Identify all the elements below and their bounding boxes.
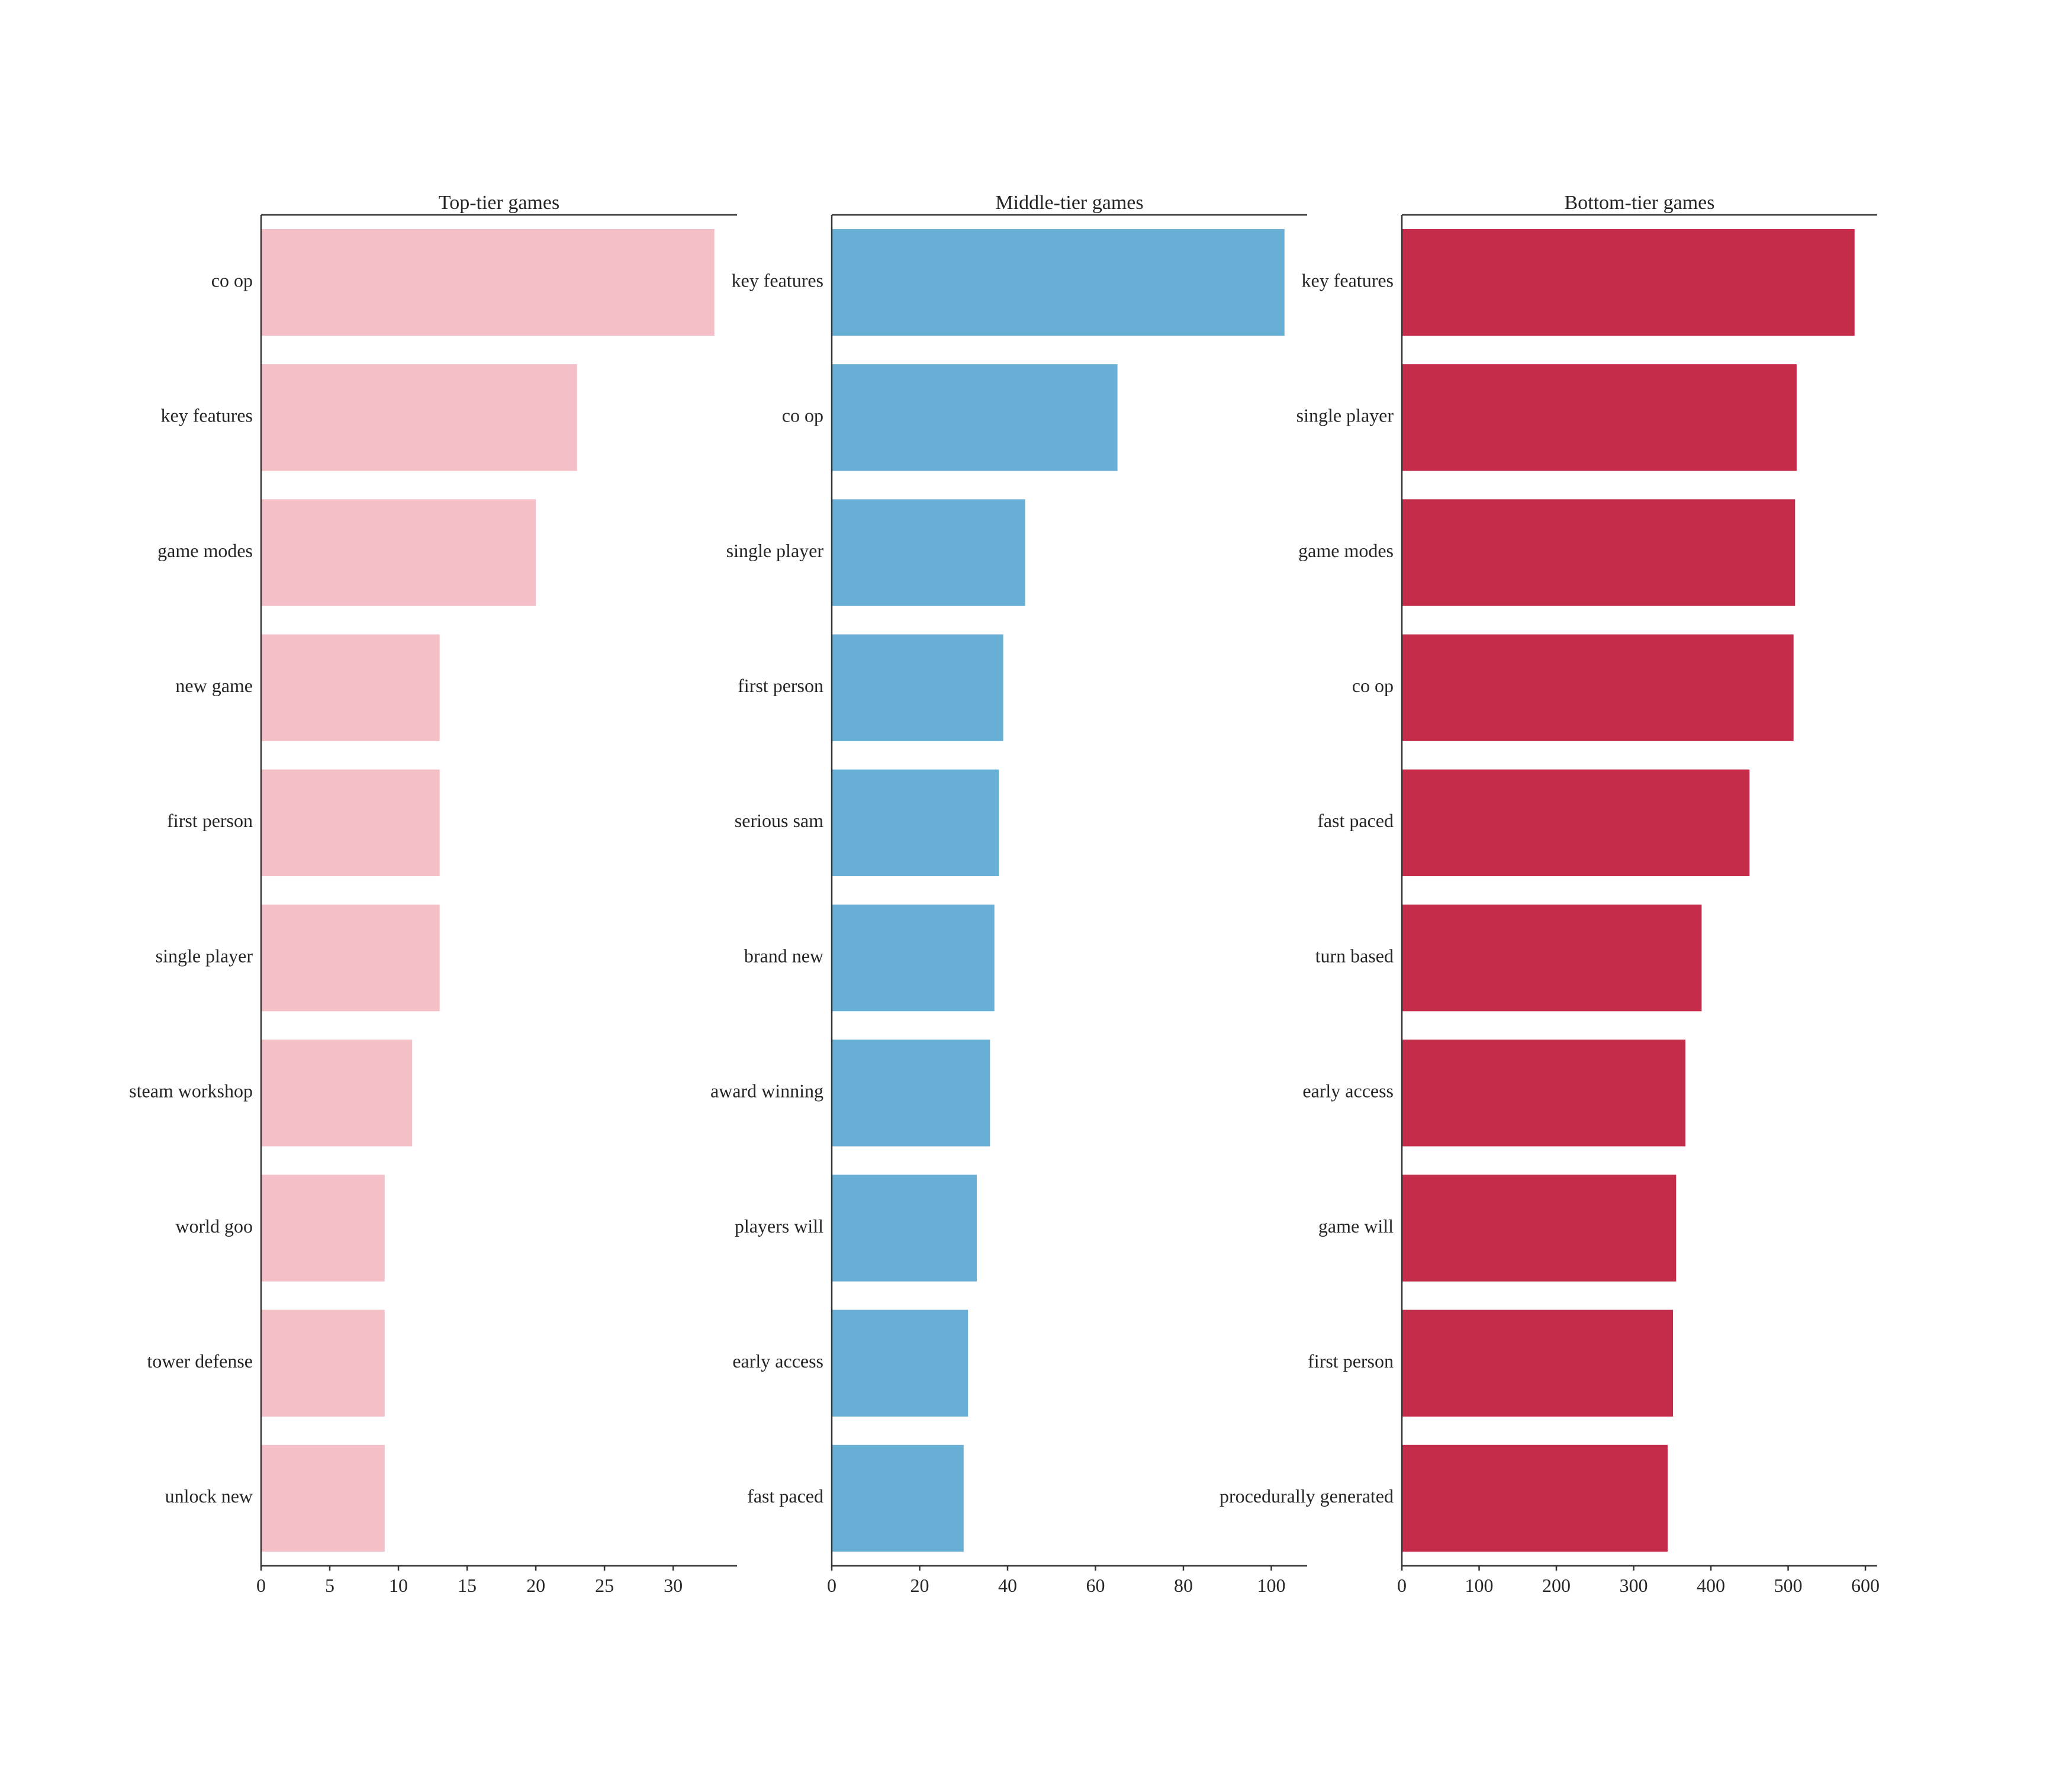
x-tick-label-1-0: 0 <box>827 1575 836 1596</box>
category-label-0-0: co op <box>211 269 253 291</box>
panel-title-2: Bottom-tier games <box>1564 192 1714 214</box>
bar-1-4 <box>832 769 999 877</box>
x-tick-label-0-2: 10 <box>389 1575 408 1596</box>
bar-1-7 <box>832 1175 977 1282</box>
category-label-0-8: tower defense <box>147 1350 253 1372</box>
category-label-2-4: fast paced <box>1317 810 1394 831</box>
bar-0-8 <box>261 1310 385 1417</box>
bar-2-0 <box>1402 229 1855 336</box>
category-label-0-9: unlock new <box>165 1485 253 1507</box>
category-label-2-7: game will <box>1318 1215 1394 1237</box>
bar-0-6 <box>261 1040 413 1147</box>
bar-2-2 <box>1402 499 1796 606</box>
category-label-1-6: award winning <box>710 1080 823 1102</box>
category-label-1-2: single player <box>726 540 824 561</box>
bar-0-0 <box>261 229 715 336</box>
bar-0-3 <box>261 634 440 741</box>
x-tick-label-1-4: 80 <box>1174 1575 1193 1596</box>
category-label-2-3: co op <box>1352 675 1394 696</box>
panel-title-1: Middle-tier games <box>995 192 1143 214</box>
bar-0-2 <box>261 499 536 606</box>
x-tick-label-0-0: 0 <box>256 1575 266 1596</box>
bar-2-1 <box>1402 364 1797 471</box>
bar-0-1 <box>261 364 577 471</box>
category-label-1-1: co op <box>782 405 823 426</box>
category-label-2-6: early access <box>1302 1080 1394 1102</box>
panel-title-0: Top-tier games <box>439 192 559 214</box>
bar-1-2 <box>832 499 1025 606</box>
bar-0-9 <box>261 1444 385 1552</box>
category-label-0-1: key features <box>161 405 253 426</box>
bar-1-5 <box>832 904 995 1012</box>
category-label-1-3: first person <box>738 675 823 696</box>
x-tick-label-2-3: 300 <box>1620 1575 1648 1596</box>
category-label-1-8: early access <box>732 1350 823 1372</box>
bar-2-4 <box>1402 769 1750 877</box>
category-label-0-6: steam workshop <box>129 1080 253 1102</box>
bar-2-8 <box>1402 1310 1674 1417</box>
category-label-1-7: players will <box>735 1215 823 1237</box>
category-label-1-0: key features <box>732 269 823 291</box>
x-tick-label-0-1: 5 <box>325 1575 334 1596</box>
category-label-2-0: key features <box>1302 269 1394 291</box>
x-tick-label-1-2: 40 <box>998 1575 1017 1596</box>
category-label-2-5: turn based <box>1315 945 1394 966</box>
bar-1-3 <box>832 634 1003 741</box>
bar-1-6 <box>832 1040 990 1147</box>
bar-0-4 <box>261 769 440 877</box>
x-tick-label-1-1: 20 <box>910 1575 929 1596</box>
bar-2-7 <box>1402 1175 1677 1282</box>
x-tick-label-1-3: 60 <box>1086 1575 1105 1596</box>
bar-2-6 <box>1402 1040 1685 1147</box>
x-tick-label-2-4: 400 <box>1697 1575 1725 1596</box>
bar-2-9 <box>1402 1444 1668 1552</box>
bar-1-8 <box>832 1310 969 1417</box>
x-tick-label-0-5: 25 <box>595 1575 614 1596</box>
category-label-2-9: procedurally generated <box>1220 1485 1394 1507</box>
x-tick-label-0-6: 30 <box>664 1575 683 1596</box>
bar-1-9 <box>832 1444 964 1552</box>
x-tick-label-2-5: 500 <box>1774 1575 1803 1596</box>
bar-2-3 <box>1402 634 1794 741</box>
bar-1-1 <box>832 364 1118 471</box>
category-label-0-2: game modes <box>157 540 253 561</box>
category-label-0-7: world goo <box>175 1215 253 1237</box>
bar-0-5 <box>261 904 440 1012</box>
bar-2-5 <box>1402 904 1702 1012</box>
category-label-0-3: new game <box>175 675 253 696</box>
category-label-1-5: brand new <box>744 945 823 966</box>
category-label-1-4: serious sam <box>735 810 823 831</box>
x-tick-label-0-3: 15 <box>458 1575 477 1596</box>
x-tick-label-0-4: 20 <box>526 1575 545 1596</box>
category-label-0-5: single player <box>156 945 253 966</box>
x-tick-label-2-1: 100 <box>1465 1575 1494 1596</box>
bar-1-0 <box>832 229 1285 336</box>
bar-0-7 <box>261 1175 385 1282</box>
category-label-1-9: fast paced <box>747 1485 823 1507</box>
category-label-0-4: first person <box>167 810 253 831</box>
category-label-2-8: first person <box>1308 1350 1394 1372</box>
category-label-2-1: single player <box>1296 405 1394 426</box>
x-tick-label-2-2: 200 <box>1542 1575 1571 1596</box>
x-tick-label-2-0: 0 <box>1397 1575 1407 1596</box>
category-label-2-2: game modes <box>1298 540 1394 561</box>
x-tick-label-2-6: 600 <box>1851 1575 1880 1596</box>
x-tick-label-1-5: 100 <box>1257 1575 1285 1596</box>
